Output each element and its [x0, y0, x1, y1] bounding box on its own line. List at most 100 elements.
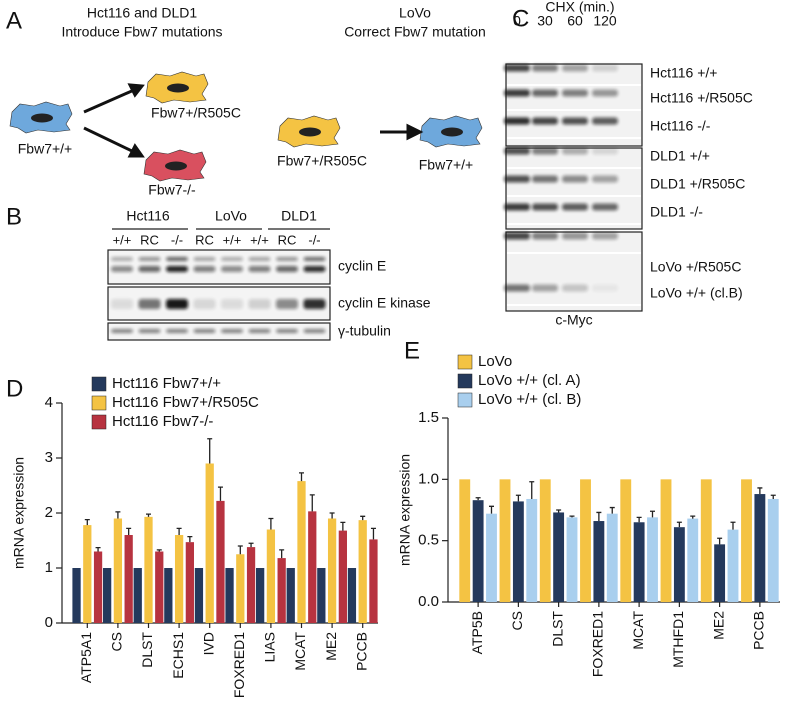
error-bar: [757, 487, 763, 495]
y-axis-label: mRNA expression: [11, 457, 27, 569]
blot-band: [562, 203, 588, 211]
blot-band: [221, 329, 243, 333]
y-tick-label: 1.5: [418, 409, 439, 426]
lane-label: RC: [140, 232, 159, 247]
row-label: DLD1 -/-: [650, 204, 703, 220]
y-axis-label: mRNA expression: [397, 454, 413, 566]
bar: [673, 527, 685, 602]
bar: [499, 479, 511, 602]
blot-band: [562, 232, 588, 240]
blot-band: [592, 147, 618, 155]
blot-band: [276, 266, 298, 272]
bar: [338, 530, 347, 623]
lane-label: +/+: [223, 232, 242, 247]
blot-band: [166, 299, 188, 309]
legend-label: LoVo +/+ (cl. A): [478, 372, 581, 389]
blot-band: [504, 284, 530, 292]
error-bar: [248, 542, 254, 548]
bar: [754, 494, 766, 602]
bar: [144, 516, 153, 623]
blot-band: [562, 89, 588, 97]
time-label: 60: [567, 13, 583, 29]
y-tick-label: 1: [45, 559, 53, 576]
bar: [174, 535, 184, 623]
bar: [103, 568, 112, 623]
cell-yellow: [277, 115, 341, 148]
bar: [194, 568, 204, 623]
x-tick-label: ATP5B: [469, 611, 485, 654]
time-label: 30: [537, 13, 553, 29]
x-tick-label: IVD: [200, 632, 216, 655]
legend-label: Hct116 Fbw7-/-: [112, 413, 213, 430]
blot-band: [248, 266, 271, 272]
x-tick-label: LIAS: [262, 632, 278, 662]
error-bar: [115, 511, 121, 519]
bar: [205, 463, 214, 623]
blot-band: [193, 266, 216, 272]
group-label: LoVo: [215, 208, 247, 224]
blot-band: [504, 203, 530, 211]
x-tick-label: MCAT: [630, 611, 646, 650]
lane-label: RC: [278, 232, 297, 247]
cell-red: [143, 149, 207, 182]
x-tick-label: MTHFD1: [670, 611, 686, 668]
bar: [358, 520, 367, 623]
row-divider: [507, 167, 641, 169]
bar: [593, 521, 605, 602]
error-bar: [690, 515, 696, 519]
blot-band: [138, 257, 161, 261]
error-bar: [676, 521, 682, 528]
bar: [246, 547, 256, 623]
bar: [620, 479, 632, 602]
blot-band: [532, 64, 558, 72]
error-bar: [84, 518, 90, 526]
bar: [113, 518, 123, 623]
y-tick-label: 4: [45, 394, 53, 411]
blot-band: [532, 203, 558, 211]
bar: [369, 539, 378, 623]
bar: [606, 513, 618, 602]
error-bar: [515, 494, 521, 502]
bar: [512, 501, 524, 602]
bar: [526, 498, 538, 602]
blot-frame: [107, 322, 331, 341]
time-label: 0: [513, 13, 521, 29]
bar: [256, 568, 265, 623]
error-bar: [569, 515, 575, 518]
bar: [472, 500, 484, 602]
blot-band: [592, 203, 618, 211]
error-bar: [596, 511, 602, 522]
title: Hct116 and DLD1: [87, 5, 197, 21]
panel-letter: C: [512, 5, 529, 32]
x-tick-label: CS: [109, 632, 125, 651]
row-label: DLD1 +/+: [650, 148, 710, 164]
x-tick-label: MCAT: [292, 632, 308, 671]
bar: [286, 568, 295, 623]
blot-band: [248, 329, 271, 333]
blot-frame: [505, 147, 643, 230]
bar: [72, 568, 81, 623]
blot-band: [504, 64, 530, 72]
error-bar: [636, 516, 642, 523]
lane-label: -/-: [308, 232, 320, 247]
panel-letter: D: [6, 375, 23, 402]
bar: [164, 568, 173, 623]
cell-blue: [419, 115, 483, 148]
bar: [767, 498, 779, 602]
cell-blue: [9, 101, 73, 134]
bar: [317, 568, 326, 623]
bar: [216, 500, 225, 623]
x-tick-label: DLST: [139, 632, 155, 668]
blot-band: [532, 117, 558, 125]
x-tick-label: ME2: [323, 632, 339, 661]
bar: [327, 518, 337, 623]
blot-band: [562, 284, 588, 292]
blot-band: [138, 266, 161, 272]
blot-band: [166, 329, 188, 333]
error-bar: [237, 545, 243, 555]
error-bar: [717, 537, 723, 545]
bar: [727, 529, 739, 602]
row-divider: [507, 137, 641, 139]
cell-label: Fbw7-/-: [148, 182, 196, 198]
blot-band: [166, 266, 188, 272]
